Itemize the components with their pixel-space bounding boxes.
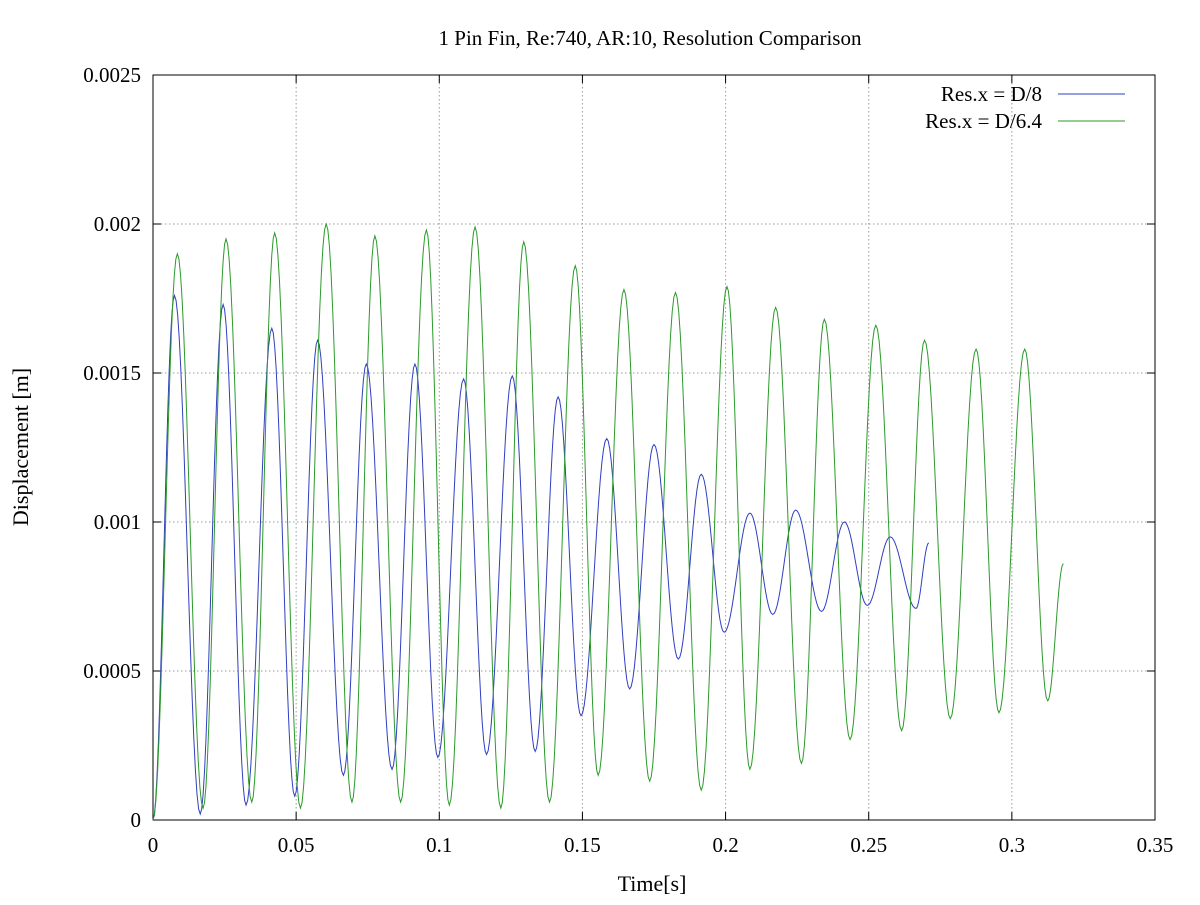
legend-label: Res.x = D/8 [941, 82, 1042, 106]
legend-label: Res.x = D/6.4 [925, 109, 1042, 133]
x-tick-label: 0.1 [426, 833, 452, 857]
series-line-2 [152, 222, 1064, 821]
series-group [152, 222, 1064, 821]
axes: 0 0.05 0.1 0.15 0.2 0.25 0.3 0.35 0 0.0005 0.001 0.… [83, 63, 1173, 857]
x-tick-label: 0 [148, 833, 159, 857]
y-tick-label: 0.0005 [83, 659, 141, 683]
x-tick-label: 0.25 [850, 833, 887, 857]
y-tick-label: 0.001 [94, 510, 141, 534]
y-tick-label: 0.002 [94, 212, 141, 236]
x-tick-label: 0.3 [999, 833, 1025, 857]
x-axis-title: Time[s] [618, 871, 687, 896]
y-tick-label: 0.0015 [83, 361, 141, 385]
grid-lines [153, 75, 1155, 820]
x-tick-label: 0.2 [712, 833, 738, 857]
plot-frame [152, 74, 1156, 821]
y-tick-label: 0.0025 [83, 63, 141, 87]
x-tick-label: 0.15 [564, 833, 601, 857]
x-tick-label: 0.05 [278, 833, 315, 857]
series-line-1 [152, 293, 930, 821]
chart-title: 1 Pin Fin, Re:740, AR:10, Resolution Com… [439, 26, 862, 50]
y-axis-title: Displacement [m] [8, 368, 33, 526]
x-tick-label: 0.35 [1137, 833, 1174, 857]
legend: Res.x = D/8 Res.x = D/6.4 [925, 82, 1125, 133]
y-tick-label: 0 [131, 808, 142, 832]
